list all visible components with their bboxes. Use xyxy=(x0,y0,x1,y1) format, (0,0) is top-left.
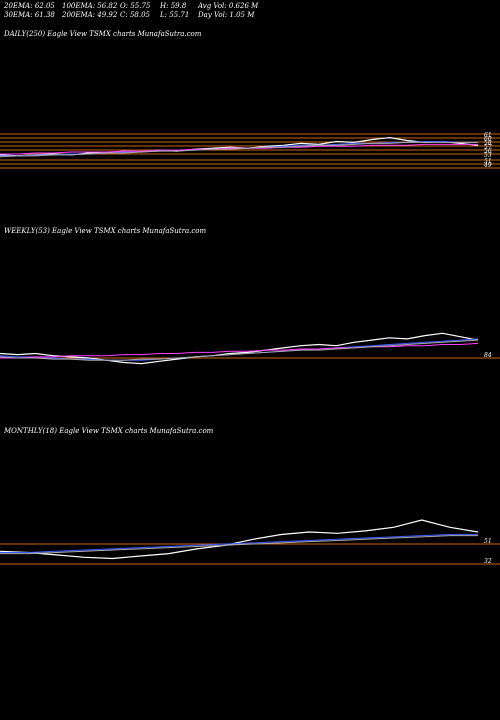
daily-price-label: 53 xyxy=(484,152,492,159)
weekly-panel-title: WEEKLY(53) Eagle View TSMX charts Munafa… xyxy=(4,227,207,235)
daily-price-label: 57 xyxy=(484,144,492,151)
header-open: O: 55.75 xyxy=(120,2,151,10)
header-ema100: 100EMA: 56.82 xyxy=(62,2,118,10)
monthly-panel-title: MONTHLY(18) Eagle View TSMX charts Munaf… xyxy=(4,427,214,435)
monthly-series-line xyxy=(0,519,479,560)
daily-price-label: 49 xyxy=(483,162,492,169)
daily-price-label: 60 xyxy=(484,136,492,143)
daily-series-line xyxy=(0,141,478,158)
monthly-price-label: 32 xyxy=(484,558,492,565)
header-ema20: 20EMA: 62.05 xyxy=(4,2,55,10)
weekly-series-line xyxy=(0,342,479,359)
daily-price-label: 56 xyxy=(484,148,492,155)
daily-series-line xyxy=(0,136,479,157)
header-avg-vol: Avg Vol: 0.626 M xyxy=(198,2,259,10)
monthly-series-line xyxy=(0,534,478,553)
header-high: H: 59.8 xyxy=(160,2,187,10)
daily-price-label: 51 xyxy=(484,158,492,165)
weekly-price-label: 84 xyxy=(484,352,492,359)
header-ema200: 200EMA: 49.92 xyxy=(62,11,118,19)
header-ema30: 30EMA: 61.38 xyxy=(4,11,55,19)
header-low: L: 55.71 xyxy=(160,11,190,19)
daily-panel-title: DAILY(250) Eagle View TSMX charts Munafa… xyxy=(4,30,202,38)
weekly-series-line xyxy=(0,332,479,365)
weekly-series-line xyxy=(0,339,479,361)
monthly-series-line xyxy=(0,535,478,555)
monthly-price-label: 51 xyxy=(484,538,492,545)
header-day-vol: Day Vol: 1.05 M xyxy=(198,11,255,19)
daily-price-label: 61 xyxy=(484,132,492,139)
daily-price-label: 58 xyxy=(484,140,492,147)
header-close: C: 58.05 xyxy=(120,11,150,19)
